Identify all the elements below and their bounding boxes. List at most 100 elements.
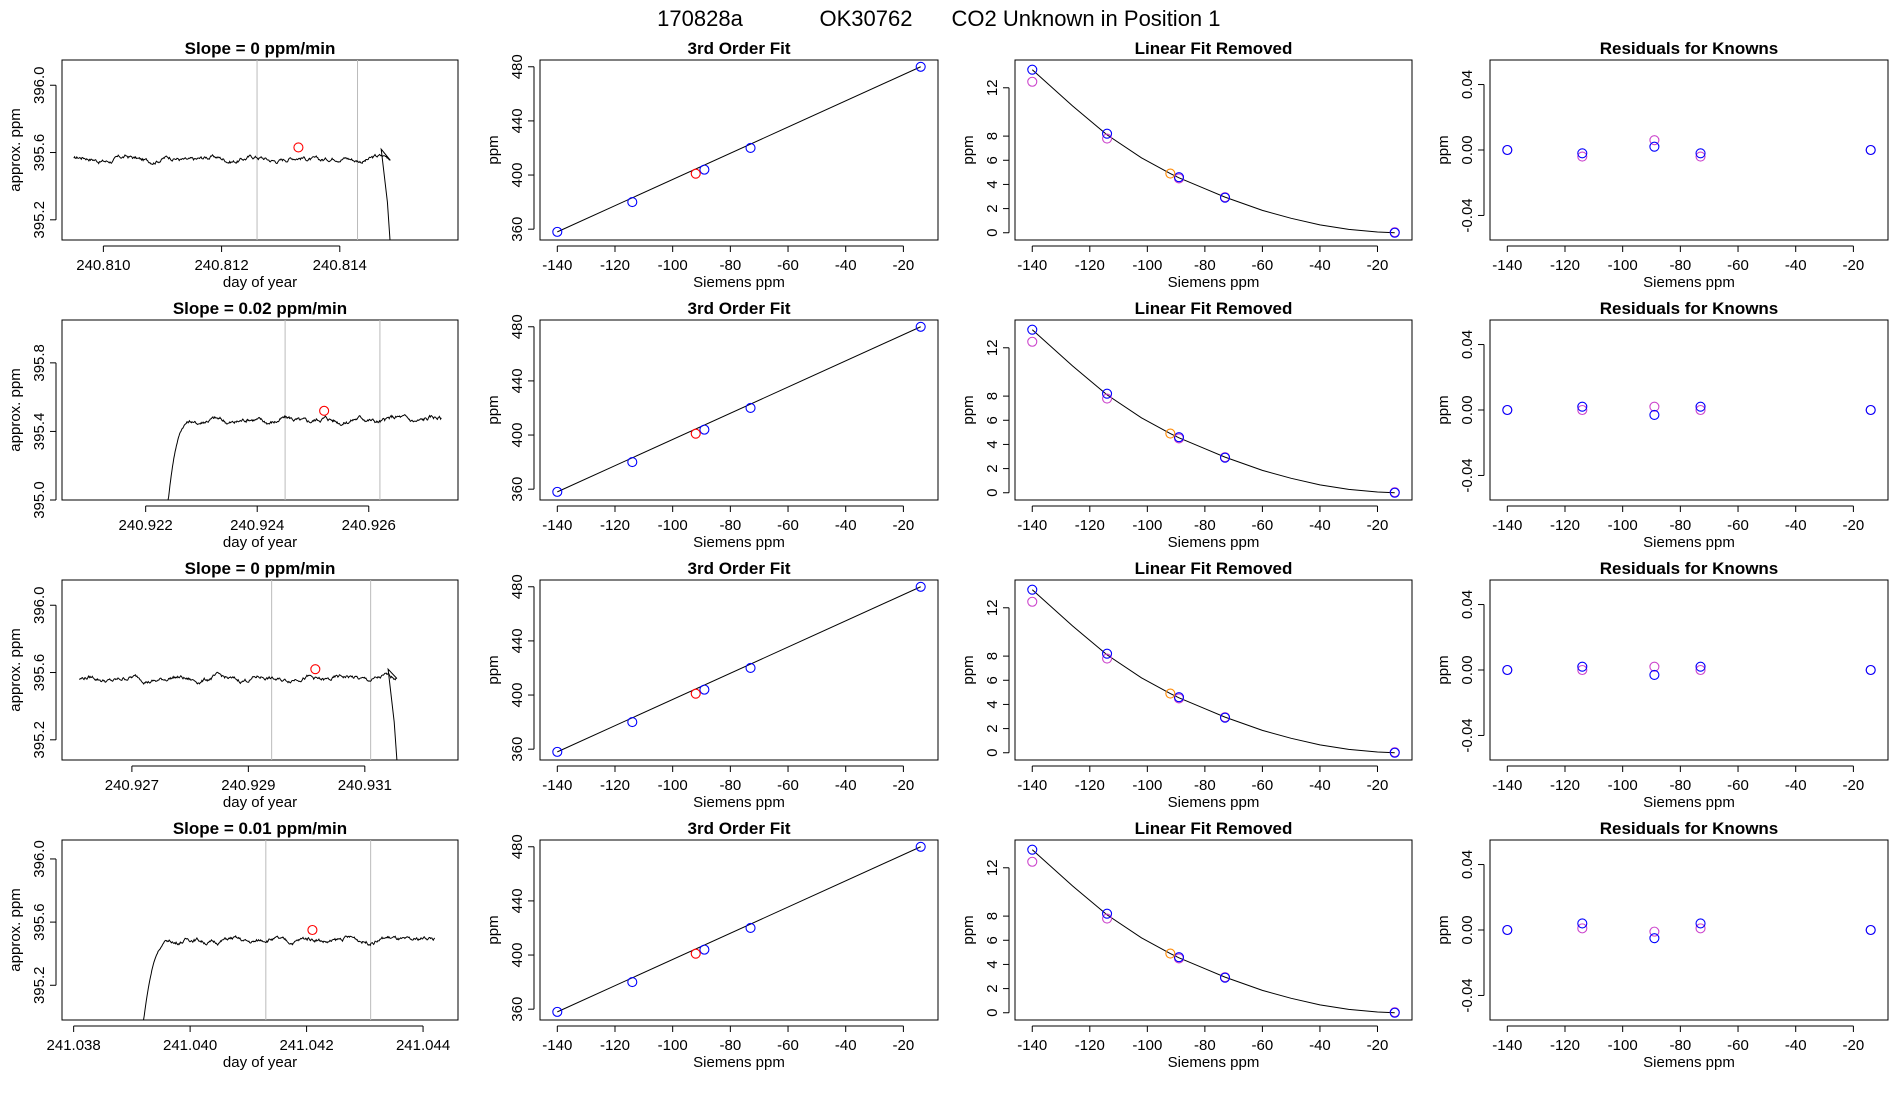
residual-known-point: [1865, 404, 1876, 416]
residual-panel-ylabel: ppm: [1435, 135, 1452, 164]
known-standard-point: [1389, 487, 1400, 498]
residual-panel-ytick-label: -0.04: [1459, 978, 1476, 1012]
linfit-panel-xtick-label: -80: [1194, 777, 1216, 794]
nonlinear-curve-line: [1031, 69, 1395, 234]
linfit-panel-xtick-label: -100: [1132, 517, 1162, 534]
raw-trace-line: [73, 147, 391, 241]
fit3-panel-xtick-label: -60: [777, 517, 799, 534]
trace-panel-plot-frame: [61, 59, 459, 241]
residual-known-point: [1502, 404, 1513, 416]
fit3-panel-xlabel: Siemens ppm: [693, 794, 785, 811]
fit3-panel-xtick-label: -100: [658, 257, 688, 274]
linfit-panel-ytick-label: 6: [984, 416, 1001, 424]
known-standard-point: [745, 142, 756, 154]
residual-fit-point: [1695, 664, 1706, 676]
known-standard-point: [552, 226, 563, 237]
residual-known-point: [1577, 918, 1588, 929]
residual-fit-point: [1577, 664, 1588, 676]
known-standard-point: [699, 164, 710, 175]
fit3-panel-xtick-label: -40: [835, 1037, 857, 1054]
linfit-panel-ylabel: ppm: [960, 915, 977, 944]
residual-panel-xtick-label: -20: [1843, 1037, 1865, 1054]
residual-known-point: [1695, 148, 1706, 159]
linfit-panel-row-2: Linear Fit Removed -140 -120 -100 -80 -60 -40 -…: [960, 299, 1413, 551]
linfit-panel-ytick-label: 12: [984, 859, 1001, 876]
trace-panel-ylabel: approx. ppm: [7, 108, 24, 191]
linfit-panel-title: Linear Fit Removed: [1135, 39, 1293, 58]
residual-panel-xlabel: Siemens ppm: [1643, 794, 1735, 811]
trace-panel-xtick-label: 240.922: [119, 517, 173, 534]
fit3-panel-ytick-label: 400: [509, 163, 526, 188]
trace-panel-xtick-label: 241.042: [279, 1037, 333, 1054]
residual-panel-plot-frame: [1489, 59, 1889, 241]
fit3-panel-xtick-label: -80: [720, 257, 742, 274]
fit3-panel-xtick-label: -120: [600, 257, 630, 274]
trace-panel-xtick-label: 241.044: [396, 1037, 450, 1054]
residual-panel-xtick-label: -140: [1492, 1037, 1522, 1054]
unknown-sample-point: [1165, 688, 1176, 699]
known-standard-point: [552, 746, 563, 757]
residual-known-point: [1577, 661, 1588, 672]
linfit-panel-title: Linear Fit Removed: [1135, 819, 1293, 838]
residual-panel-plot-frame: [1489, 579, 1889, 761]
known-standard-point: [1219, 972, 1231, 983]
residual-panel-title: Residuals for Knowns: [1600, 559, 1779, 578]
trace-panel-xlabel: day of year: [223, 274, 297, 291]
fit3-panel-xtick-label: -120: [600, 1037, 630, 1054]
residual-panel-ytick-label: 0.04: [1459, 590, 1476, 619]
linfit-panel-xtick-label: -120: [1075, 517, 1105, 534]
linfit-panel-xtick-label: -140: [1017, 257, 1047, 274]
residual-known-point: [1865, 924, 1876, 936]
trace-panel-row-4: Slope = 0.01 ppm/min 241.038 241.040 241.04…: [7, 819, 459, 1071]
fitted-point: [1027, 856, 1038, 867]
trace-panel-row-1: Slope = 0 ppm/min 240.810 240.812 240.814 39…: [7, 39, 459, 291]
linfit-panel-xtick-label: -100: [1132, 1037, 1162, 1054]
linfit-panel-ytick-label: 2: [984, 464, 1001, 472]
residual-panel-ylabel: ppm: [1435, 395, 1452, 424]
trace-panel-ytick-label: 395.4: [31, 413, 48, 451]
linfit-panel-xlabel: Siemens ppm: [1168, 1054, 1260, 1071]
fitted-point: [1102, 653, 1113, 664]
known-standard-point: [1173, 952, 1185, 963]
known-standard-point: [1173, 172, 1185, 183]
raw-trace-line: [167, 414, 442, 501]
linfit-panel-title: Linear Fit Removed: [1135, 559, 1293, 578]
trace-panel-title: Slope = 0 ppm/min: [185, 559, 336, 578]
sample-average-marker: [310, 664, 321, 675]
fit3-panel-xtick-label: -120: [600, 517, 630, 534]
linfit-panel-xtick-label: -40: [1309, 257, 1331, 274]
fit3-panel-xtick-label: -20: [893, 517, 915, 534]
trace-panel-row-2: Slope = 0.02 ppm/min 240.922 240.924 240.92…: [7, 299, 459, 551]
residual-fit-point: [1577, 923, 1588, 934]
linfit-panel-row-1: Linear Fit Removed -140 -120 -100 -80 -60 -40 -…: [960, 39, 1413, 291]
linfit-panel-xlabel: Siemens ppm: [1168, 534, 1260, 551]
residual-known-point: [1695, 401, 1706, 412]
residual-panel-xtick-label: -140: [1492, 777, 1522, 794]
figure-title-date: 170828a: [657, 6, 743, 31]
trace-panel-ylabel: approx. ppm: [7, 888, 24, 971]
linfit-panel-ytick-label: 12: [984, 79, 1001, 96]
residual-panel-xtick-label: -100: [1608, 257, 1638, 274]
fit3-panel-ytick-label: 360: [509, 737, 526, 762]
residual-known-point: [1865, 664, 1876, 676]
residual-panel-row-3: Residuals for Knowns -140 -120 -100 -80 -60 -4…: [1435, 559, 1889, 811]
residual-panel-xtick-label: -60: [1727, 777, 1749, 794]
fitted-point: [1102, 393, 1113, 404]
residual-panel-title: Residuals for Knowns: [1600, 819, 1779, 838]
linfit-panel-ylabel: ppm: [960, 135, 977, 164]
fit3-panel-xtick-label: -100: [658, 517, 688, 534]
fit3-panel-xtick-label: -20: [893, 777, 915, 794]
nonlinear-curve-line: [1031, 589, 1395, 754]
linfit-panel-ytick-label: 4: [984, 440, 1001, 448]
residual-panel-ytick-label: 0.00: [1459, 655, 1476, 684]
linfit-panel-xtick-label: -20: [1367, 517, 1389, 534]
linfit-panel-xtick-label: -60: [1252, 517, 1274, 534]
known-standard-point: [915, 581, 926, 592]
linfit-panel-xtick-label: -60: [1252, 257, 1274, 274]
fit3-curve-line: [557, 586, 921, 753]
residual-known-point: [1649, 933, 1660, 944]
residual-panel-xtick-label: -40: [1785, 1037, 1807, 1054]
known-standard-point: [1219, 712, 1231, 723]
linfit-panel-xlabel: Siemens ppm: [1168, 274, 1260, 291]
trace-panel-ytick-label: 395.2: [31, 201, 48, 239]
